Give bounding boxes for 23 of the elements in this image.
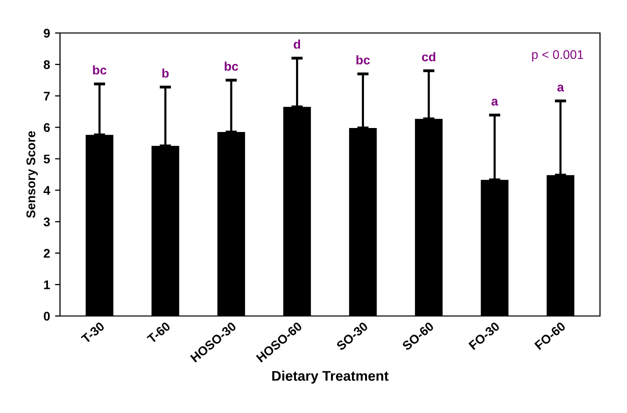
y-tick-label: 4 bbox=[44, 186, 50, 195]
annotation: a bbox=[492, 98, 498, 106]
annotation: b bbox=[162, 68, 169, 78]
annotation: cd bbox=[422, 52, 436, 62]
annotation: bc bbox=[356, 55, 370, 64]
y-tick-label: 9 bbox=[44, 28, 50, 38]
annotation: d bbox=[294, 40, 300, 49]
x-axis-title: Dietary Treatment bbox=[272, 370, 388, 384]
x-tick-label: T-60 bbox=[146, 321, 171, 344]
y-tick-label: 3 bbox=[44, 217, 50, 226]
y-tick-label: 0 bbox=[44, 312, 50, 321]
y-tick-label: 2 bbox=[44, 248, 50, 258]
y-tick-label: 6 bbox=[44, 123, 50, 132]
y-tick-label: 7 bbox=[44, 92, 50, 100]
x-tick-label: T-30 bbox=[80, 321, 106, 344]
annotation: a bbox=[557, 84, 564, 92]
annotation: p < 0.001 bbox=[532, 50, 584, 62]
annotation: bc bbox=[224, 62, 238, 71]
y-axis-title: Sensory Score bbox=[26, 131, 38, 218]
y-tick-label: 1 bbox=[44, 280, 50, 290]
annotation: bc bbox=[93, 65, 106, 75]
y-tick-label: 8 bbox=[44, 60, 50, 70]
y-tick-label: 5 bbox=[44, 154, 50, 164]
